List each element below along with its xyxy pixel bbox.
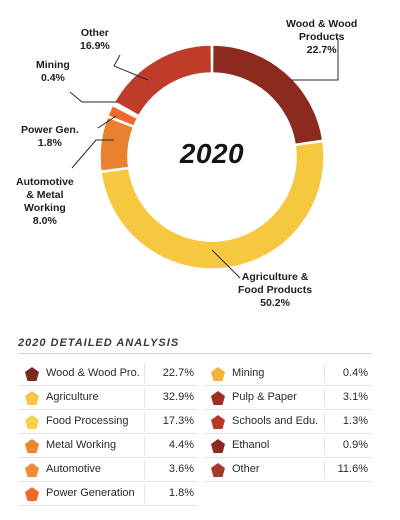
- callout-mining: Mining 0.4%: [36, 59, 70, 85]
- pentagon-icon: [211, 367, 225, 381]
- table-title: 2020 DETAILED ANALYSIS: [18, 337, 180, 349]
- table-row-label: Food Processing: [46, 415, 129, 427]
- donut-chart: 2020 Wood & Wood Products 22.7% Agricult…: [16, 18, 357, 310]
- table-row-label: Pulp & Paper: [232, 391, 297, 403]
- donut-slice-4: [112, 101, 140, 119]
- table-row: Mining 0.4%: [204, 362, 372, 386]
- pentagon-icon: [25, 487, 39, 501]
- table-row-label: Power Generation: [46, 487, 135, 499]
- table-row-label: Schools and Edu.: [232, 415, 319, 427]
- table-row-value: 17.3%: [162, 415, 194, 427]
- table-row: Ethanol 0.9%: [204, 434, 372, 458]
- table-column-divider: [144, 436, 145, 455]
- table-column-divider: [144, 484, 145, 503]
- callout-other-line1: Other: [80, 27, 109, 39]
- table-row-label: Ethanol: [232, 439, 270, 451]
- callout-power: Power Gen. 1.8%: [21, 124, 79, 150]
- table-row-value: 1.8%: [168, 487, 194, 499]
- leader-line-0: [290, 38, 339, 81]
- table-row-value: 3.1%: [342, 391, 368, 403]
- donut-slice-0: [211, 44, 324, 146]
- table-row-value: 1.3%: [342, 415, 368, 427]
- callout-power-line1: Power Gen.: [21, 124, 79, 136]
- pentagon-icon: [211, 391, 225, 405]
- table-row-label: Other: [232, 463, 260, 475]
- table-column-divider: [324, 460, 325, 479]
- table-row: Schools and Edu. 1.3%: [204, 410, 372, 434]
- donut-slice-2: [99, 116, 135, 172]
- table-row-label: Automotive: [46, 463, 102, 475]
- callout-auto-line3: Working: [23, 202, 66, 214]
- callout-agri: Agriculture & Food Products 50.2%: [238, 271, 312, 310]
- callout-agri-line2: Food Products: [238, 284, 313, 296]
- leader-line-5: [113, 54, 149, 81]
- table-row-label: Mining: [232, 367, 265, 379]
- callout-auto-line2: & Metal: [26, 189, 64, 201]
- table-row-value: 0.9%: [342, 439, 368, 451]
- donut-slice-3: [106, 104, 139, 128]
- pentagon-icon: [211, 415, 225, 429]
- table-row-value: 32.9%: [162, 391, 194, 403]
- table-column-divider: [144, 388, 145, 407]
- table-column-divider: [144, 412, 145, 431]
- callout-other: Other 16.9%: [80, 27, 110, 53]
- table-title-divider: [18, 353, 372, 354]
- callout-wood-line2: Products: [298, 31, 345, 43]
- callout-auto: Automotive & Metal Working 8.0%: [16, 176, 74, 228]
- table-row: Pulp & Paper 3.1%: [204, 386, 372, 410]
- table-row-value: 4.4%: [168, 439, 194, 451]
- pentagon-icon: [25, 367, 39, 381]
- table-row: Automotive 3.6%: [18, 458, 198, 482]
- table-column-divider: [324, 388, 325, 407]
- callout-wood: Wood & Wood Products 22.7%: [286, 18, 357, 57]
- table-row-label: Wood & Wood Pro.: [46, 367, 140, 379]
- table-row: Wood & Wood Pro. 22.7%: [18, 362, 198, 386]
- table-column-divider: [324, 412, 325, 431]
- table-row-value: 22.7%: [162, 367, 194, 379]
- table-row-value: 3.6%: [168, 463, 194, 475]
- leader-line-2: [71, 139, 114, 169]
- callout-wood-pct: 22.7%: [306, 44, 337, 56]
- donut-slice-1: [100, 140, 325, 270]
- table-left-column: Wood & Wood Pro. 22.7% Agriculture 32.9% Foo…: [18, 362, 198, 506]
- pentagon-icon: [211, 463, 225, 477]
- donut-slice-5: [113, 44, 213, 117]
- table-row: Power Generation 1.8%: [18, 482, 198, 506]
- table-row-value: 0.4%: [342, 367, 368, 379]
- callout-auto-line1: Automotive: [16, 176, 74, 188]
- table-row-value: 11.6%: [337, 463, 368, 475]
- table-right-column: Mining 0.4% Pulp & Paper 3.1% Schools and Ed…: [204, 362, 372, 482]
- pentagon-icon: [25, 415, 39, 429]
- callout-wood-line1: Wood & Wood: [286, 18, 358, 30]
- callout-agri-line1: Agriculture &: [241, 271, 309, 283]
- table-row: Other 11.6%: [204, 458, 372, 482]
- callout-auto-pct: 8.0%: [32, 215, 57, 227]
- pentagon-icon: [25, 391, 39, 405]
- pentagon-icon: [25, 439, 39, 453]
- pentagon-icon: [25, 463, 39, 477]
- callout-mining-pct: 0.4%: [40, 72, 65, 84]
- leader-line-1: [211, 249, 241, 279]
- leader-line-4: [69, 91, 118, 103]
- callout-power-pct: 1.8%: [37, 137, 62, 149]
- table-column-divider: [324, 364, 325, 383]
- table-row-label: Agriculture: [46, 391, 99, 403]
- callout-other-pct: 16.9%: [80, 40, 110, 52]
- table-column-divider: [324, 436, 325, 455]
- leader-line-3: [97, 115, 117, 129]
- center-year-label: 2020: [179, 138, 245, 169]
- table-row: Agriculture 32.9%: [18, 386, 198, 410]
- donut-chart-svg: [69, 38, 339, 279]
- table-row-label: Metal Working: [46, 439, 117, 451]
- callout-mining-line1: Mining: [36, 59, 70, 71]
- table-row: Metal Working 4.4%: [18, 434, 198, 458]
- callout-agri-pct: 50.2%: [260, 297, 290, 309]
- table-column-divider: [144, 460, 145, 479]
- pentagon-icon: [211, 439, 225, 453]
- table-column-divider: [144, 364, 145, 383]
- table-row: Food Processing 17.3%: [18, 410, 198, 434]
